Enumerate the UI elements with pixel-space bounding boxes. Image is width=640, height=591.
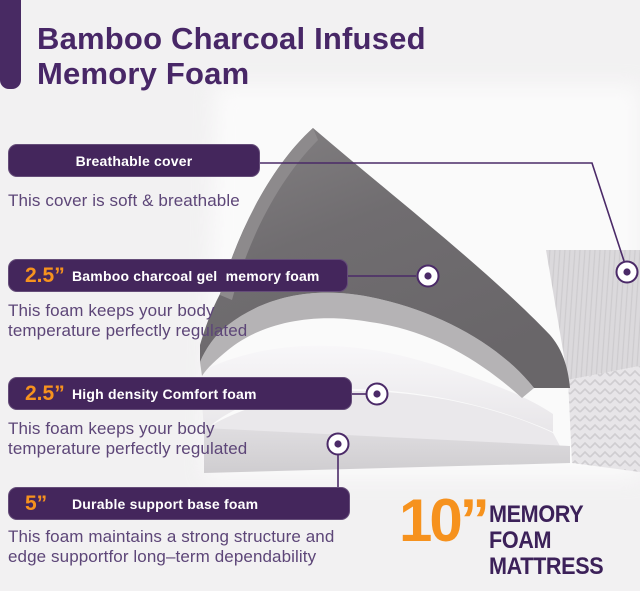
cover-fabric [546,250,640,472]
memory-foam-marker-icon [416,264,440,288]
mattress-size: 10” [399,487,490,554]
desc-line: temperature perfectly regulated [8,320,248,340]
label-breathable-cover: Breathable cover [8,144,260,177]
product-name-line2: MATTRESS [489,553,604,580]
breathable-cover-marker-icon [615,260,639,284]
page-title-line1: Bamboo Charcoal Infused [37,21,426,56]
product-name: MEMORY FOAM MATTRESS [489,502,625,580]
thickness-badge: 5” [25,491,48,515]
comfort-foam-marker-icon [365,382,389,406]
desc-breathable-cover: This cover is soft & breathable [8,191,240,211]
label-memory-foam: 2.5” Bamboo charcoal gel memory foam [8,259,348,292]
label-text: Bamboo charcoal gel memory foam [72,267,320,284]
connector-lines [260,162,625,487]
thickness-badge: 2.5” [25,381,65,405]
page-title: Bamboo Charcoal Infused Memory Foam [37,21,426,91]
product-name-line1: MEMORY FOAM [489,501,583,554]
desc-base-foam: This foam maintains a strong structure a… [8,527,334,566]
page-title-line2: Memory Foam [37,56,250,91]
desc-line: This cover is soft & breathable [8,191,240,210]
desc-comfort-foam: This foam keeps your body temperature pe… [8,419,247,458]
label-comfort-foam: 2.5” High density Comfort foam [8,377,352,410]
label-base-foam: 5” Durable support base foam [8,487,350,520]
memory-foam-side-edge [220,128,318,300]
desc-line: edge supportfor long–term dependability [8,546,317,566]
desc-line: This foam maintains a strong structure a… [8,527,335,546]
memory-foam-layer [200,128,570,388]
label-text: High density Comfort foam [72,385,257,402]
desc-memory-foam: This foam keeps your body temperature pe… [8,301,247,340]
base-foam-marker-icon [326,432,350,456]
desc-line: This foam keeps your body [8,301,215,320]
thickness-badge: 2.5” [25,263,65,287]
memory-foam-underside [200,292,534,398]
label-text: Durable support base foam [72,495,259,512]
desc-line: This foam keeps your body [8,419,215,438]
desc-line: temperature perfectly regulated [8,438,248,458]
label-text: Breathable cover [75,152,193,169]
corner-accent-bar [0,0,21,89]
